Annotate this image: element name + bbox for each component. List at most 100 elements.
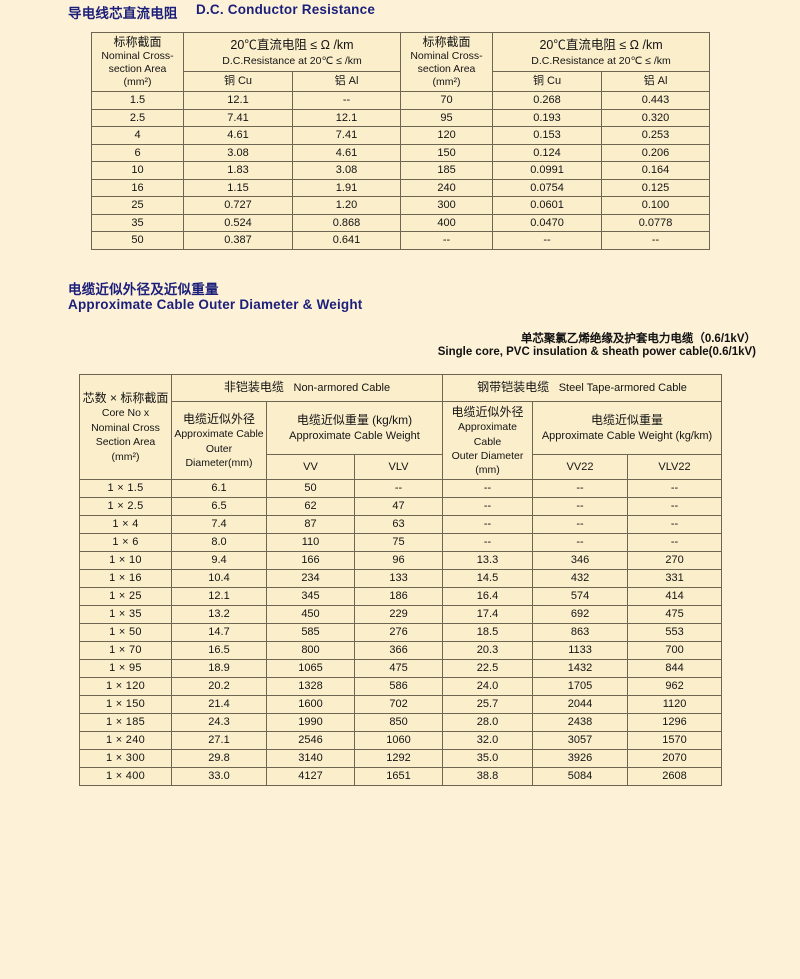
- cell-nominal-area-left: 16: [91, 178, 184, 198]
- header-aluminium-left: 铝 Al: [291, 71, 402, 93]
- header-nominal-area-cn-right: 标称截面: [422, 35, 471, 49]
- cell-resistance-al-left: 4.61: [291, 143, 402, 163]
- cell-resistance-cu-right: 0.153: [492, 126, 603, 145]
- cell-weight-vlv22: 962: [627, 677, 723, 697]
- cell-core-size: 1 × 150: [79, 695, 172, 715]
- cell-resistance-cu-right: --: [492, 231, 603, 250]
- cell-outer-diameter-ar: 35.0: [442, 749, 534, 769]
- cell-weight-vlv: 47: [353, 497, 444, 517]
- cell-weight-vv22: 432: [532, 569, 629, 589]
- header-col-vlv22: VLV22: [627, 453, 723, 481]
- cell-resistance-cu-left: 1.83: [183, 161, 293, 180]
- cable-diameter-weight-table: 芯数 × 标称截面 Core No x Nominal Cross Sectio…: [79, 373, 723, 787]
- cell-resistance-al-right: 0.0778: [601, 213, 711, 233]
- header-core-unit: (mm²): [111, 450, 140, 463]
- header-nominal-area-right: 标称截面 Nominal Cross- section Area (mm²): [400, 31, 494, 93]
- cell-weight-vv22: 692: [532, 605, 629, 625]
- cell-outer-diameter-ar: 17.4: [442, 605, 534, 625]
- cell-resistance-cu-right: 0.124: [492, 143, 603, 163]
- cell-weight-vv: 1065: [266, 659, 355, 679]
- header-nominal-area-unit-left: (mm²): [123, 76, 152, 89]
- cell-outer-diameter-ar: 32.0: [442, 731, 534, 751]
- header-od-ar-en1: Approximate Cable: [458, 421, 517, 448]
- cell-core-size: 1 × 300: [79, 749, 172, 769]
- header-group-non-armored: 非铠装电缆 Non-armored Cable: [170, 374, 444, 402]
- cell-resistance-al-right: 0.253: [601, 126, 711, 145]
- cell-weight-vv22: --: [532, 533, 629, 553]
- cell-outer-diameter-ar: 24.0: [442, 677, 534, 697]
- cell-nominal-area-right: 240: [400, 178, 494, 198]
- cell-weight-vlv22: 270: [627, 551, 723, 571]
- cell-weight-vlv: 186: [353, 587, 444, 607]
- header-od-ar-unit: (mm): [475, 464, 500, 477]
- cell-nominal-area-left: 50: [91, 231, 184, 250]
- cell-weight-vlv22: --: [627, 497, 723, 517]
- header-weight-na-cn: 电缆近似重量 (kg/km): [296, 412, 413, 427]
- cell-weight-vlv: 850: [353, 713, 444, 733]
- table2-body: 1 × 1.5 6.1 50 -- -- -- -- 1 × 2.5 6.5 62 47 -- -- --…: [79, 479, 723, 787]
- cell-outer-diameter-na: 6.5: [171, 497, 267, 517]
- cell-weight-vlv: 702: [353, 695, 444, 715]
- cell-outer-diameter-ar: --: [442, 533, 534, 553]
- cell-outer-diameter-ar: 25.7: [442, 695, 534, 715]
- table-row: 1 × 50 14.7 585 276 18.5 863 553: [79, 623, 723, 643]
- cell-resistance-cu-left: 0.387: [183, 231, 293, 250]
- cell-weight-vlv22: --: [627, 533, 723, 553]
- cell-resistance-cu-left: 7.41: [183, 108, 293, 128]
- cell-resistance-al-left: 7.41: [291, 126, 402, 145]
- cell-weight-vv22: --: [532, 479, 629, 499]
- header-core-en1: Core No x: [101, 407, 150, 420]
- header-core-nominal-area: 芯数 × 标称截面 Core No x Nominal Cross Sectio…: [79, 373, 172, 481]
- header-weight-ar-en: Approximate Cable Weight (kg/km): [541, 430, 713, 442]
- header-od-na-cn: 电缆近似外径: [182, 412, 255, 427]
- cell-weight-vlv: 229: [353, 605, 444, 625]
- cell-outer-diameter-ar: 16.4: [442, 587, 534, 607]
- cell-resistance-al-left: 12.1: [291, 108, 402, 128]
- cell-nominal-area-right: --: [400, 231, 494, 250]
- cell-outer-diameter-na: 9.4: [171, 551, 267, 571]
- header-group-non-armored-en: Non-armored Cable: [293, 382, 391, 395]
- cell-resistance-al-left: 1.91: [291, 178, 402, 198]
- header-core-cn: 芯数 × 标称截面: [82, 390, 169, 405]
- cell-weight-vv22: 346: [532, 551, 629, 571]
- table2-header-row-3: VV VLV VV22 VLV22: [80, 453, 723, 481]
- cell-resistance-cu-right: 0.0754: [492, 178, 603, 198]
- cell-outer-diameter-ar: 22.5: [442, 659, 534, 679]
- header-resistance-en-left: D.C.Resistance at 20℃ ≤ /km: [222, 54, 362, 67]
- cell-core-size: 1 × 6: [79, 533, 172, 553]
- cell-weight-vv: 3140: [266, 749, 355, 769]
- cell-nominal-area-left: 4: [91, 126, 184, 145]
- cell-weight-vlv: --: [353, 479, 444, 499]
- cell-outer-diameter-na: 13.2: [171, 605, 267, 625]
- cell-core-size: 1 × 4: [79, 515, 172, 535]
- cell-weight-vlv22: 553: [627, 623, 723, 643]
- cell-weight-vlv22: 1120: [627, 695, 723, 715]
- header-outer-diameter-na: 电缆近似外径 Approximate Cable Outer Diameter(…: [171, 400, 267, 481]
- header-resistance-left: 20℃直流电阻 ≤ Ω /km D.C.Resistance at 20℃ ≤ …: [182, 31, 402, 73]
- cell-resistance-cu-left: 0.524: [183, 213, 293, 233]
- cell-resistance-cu-left: 3.08: [183, 143, 293, 163]
- cell-outer-diameter-na: 24.3: [171, 713, 267, 733]
- table-row: 1 × 95 18.9 1065 475 22.5 1432 844: [79, 659, 723, 679]
- cell-weight-vv: 2546: [266, 731, 355, 751]
- cell-weight-vlv22: 1296: [627, 713, 723, 733]
- cell-weight-vlv22: 2608: [627, 767, 723, 787]
- cell-resistance-cu-right: 0.0470: [492, 213, 603, 233]
- header-weight-armored: 电缆近似重量 Approximate Cable Weight (kg/km): [532, 401, 723, 455]
- cell-weight-vlv: 1292: [353, 749, 444, 769]
- header-group-non-armored-cn: 非铠装电缆: [223, 380, 284, 395]
- cell-outer-diameter-na: 20.2: [171, 677, 267, 697]
- header-core-en2: Nominal Cross: [91, 421, 160, 434]
- cell-weight-vv22: 863: [532, 623, 629, 643]
- cell-weight-vlv: 1651: [353, 767, 444, 787]
- cell-core-size: 1 × 2.5: [79, 497, 172, 517]
- cell-outer-diameter-ar: 20.3: [442, 641, 534, 661]
- cell-outer-diameter-na: 21.4: [171, 695, 267, 715]
- cell-outer-diameter-na: 8.0: [171, 533, 267, 553]
- table-row: 1 × 16 10.4 234 133 14.5 432 331: [79, 569, 723, 589]
- cell-resistance-al-right: 0.443: [601, 91, 711, 110]
- header-col-vlv: VLV: [353, 453, 444, 481]
- table-row: 1 × 2.5 6.5 62 47 -- -- --: [79, 497, 723, 517]
- cell-weight-vv22: 2044: [532, 695, 629, 715]
- table-row: 1 × 70 16.5 800 366 20.3 1133 700: [79, 641, 723, 661]
